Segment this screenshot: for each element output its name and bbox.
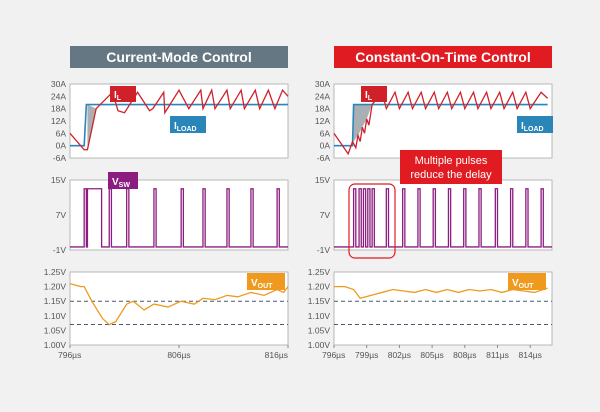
left-current-ytick: 18A (51, 104, 66, 114)
right-vout-ytick: 1.25V (308, 267, 331, 277)
left-iload-label-box (170, 116, 206, 133)
right-vout-label-text: VOUT (512, 278, 534, 290)
right-vout-ytick: 1.10V (308, 311, 331, 321)
multiple-pulses-highlight (348, 183, 396, 259)
right-vout-line (334, 285, 548, 300)
right-il-label: IL (361, 86, 387, 102)
right-iload-label-subscript: LOAD (524, 126, 544, 133)
left-switch-plot-frame (69, 179, 289, 251)
left-vout-label-subscript: OUT (258, 283, 274, 290)
right-current-ytick: 30A (315, 79, 330, 89)
left-il-label: IL (110, 86, 136, 102)
right-il-label-main: I (365, 90, 368, 101)
right-xtick-label: 811µs (486, 350, 509, 360)
left-iload-label-text: ILOAD (174, 121, 197, 133)
right-vout-ytick: 1.05V (308, 325, 331, 335)
right-vout-ytick: 1.15V (308, 296, 331, 306)
right-current-ytick: 6A (320, 128, 331, 138)
right-iload-label-box (517, 116, 553, 133)
right-switch-plot-frame (333, 179, 553, 251)
left-il-label-box (110, 86, 136, 102)
left-iload-label-main: I (174, 121, 177, 132)
left-vout-ytick: 1.10V (44, 311, 67, 321)
right-current-ytick: 18A (315, 104, 330, 114)
left-vout-label-box (247, 273, 285, 290)
left-il-label-main: I (114, 90, 117, 101)
constant-on-time-title-banner: Constant-On-Time Control (334, 46, 552, 68)
right-vout-label-subscript: OUT (519, 283, 535, 290)
left-current-ytick: 0A (56, 141, 67, 151)
left-switch-ytick: 15V (51, 175, 66, 185)
left-vout-line (69, 283, 289, 326)
right-xtick-label: 802µs (388, 350, 411, 360)
left-current-ytick: 24A (51, 91, 66, 101)
right-vout-ytick: 1.00V (308, 340, 331, 350)
left-current-ytick: 30A (51, 79, 66, 89)
right-current-ytick: 0A (320, 141, 331, 151)
left-vout-label-main: V (251, 278, 258, 289)
right-vout-label-main: V (512, 278, 519, 289)
annotation-box (400, 150, 502, 184)
right-current-ytick: -6A (317, 153, 331, 163)
right-current-ytick: 24A (315, 91, 330, 101)
right-vout-label: VOUT (508, 273, 546, 290)
current-mode-title-banner: Current-Mode Control (70, 46, 288, 68)
right-xtick-label: 796µs (322, 350, 345, 360)
left-vout-ytick: 1.00V (44, 340, 67, 350)
right-switch-ytick: -1V (317, 245, 331, 255)
right-vsw-line (334, 188, 552, 248)
left-iload-label-subscript: LOAD (177, 126, 197, 133)
left-iload-label: ILOAD (170, 116, 206, 133)
right-iload-label: ILOAD (517, 116, 553, 133)
left-panel: 30A24A18A12A6A0A-6AILILOAD15V7V-1VVSW1.2… (44, 79, 289, 360)
left-il-label-subscript: L (117, 95, 122, 102)
left-vsw-label: VSW (108, 172, 138, 189)
right-delay-shaded-area (353, 104, 373, 146)
right-il-label-box (361, 86, 387, 102)
annotation-line: reduce the delay (410, 169, 492, 181)
right-il-label-text: IL (365, 90, 373, 102)
annotation-line: Multiple pulses (415, 155, 488, 167)
left-vsw-label-main: V (112, 177, 119, 188)
left-xtick-label: 796µs (58, 350, 81, 360)
left-switch-ytick: -1V (53, 245, 67, 255)
right-switch-ytick: 7V (320, 210, 331, 220)
left-switch-ytick: 7V (56, 210, 67, 220)
left-current-ytick: -6A (53, 153, 67, 163)
left-vout-ytick: 1.15V (44, 296, 67, 306)
right-current-ytick: 12A (315, 116, 330, 126)
left-current-ytick: 6A (56, 128, 67, 138)
left-vsw-label-subscript: SW (119, 182, 131, 189)
right-iload-label-text: ILOAD (521, 121, 544, 133)
right-iload-label-main: I (521, 121, 524, 132)
left-vout-label-text: VOUT (251, 278, 273, 290)
right-panel: 30A24A18A12A6A0A-6AILILOAD15V7V-1VMultip… (308, 79, 553, 360)
left-vsw-label-box (108, 172, 138, 189)
right-xtick-label: 814µs (519, 350, 542, 360)
left-xtick-label: 806µs (167, 350, 190, 360)
left-vout-ytick: 1.05V (44, 325, 67, 335)
left-vout-ytick: 1.20V (44, 282, 67, 292)
left-current-ytick: 12A (51, 116, 66, 126)
right-xtick-label: 799µs (355, 350, 378, 360)
left-il-label-text: IL (114, 90, 122, 102)
right-il-line (333, 90, 549, 156)
right-xtick-label: 808µs (453, 350, 476, 360)
right-xtick-label: 805µs (420, 350, 443, 360)
left-vsw-label-text: VSW (112, 177, 130, 189)
right-il-label-subscript: L (368, 95, 373, 102)
left-xtick-label: 816µs (265, 350, 288, 360)
right-vout-ytick: 1.20V (308, 282, 331, 292)
right-switch-ytick: 15V (315, 175, 330, 185)
left-vout-ytick: 1.25V (44, 267, 67, 277)
left-vout-label: VOUT (247, 273, 285, 290)
right-vout-label-box (508, 273, 546, 290)
left-vsw-line (70, 188, 288, 248)
